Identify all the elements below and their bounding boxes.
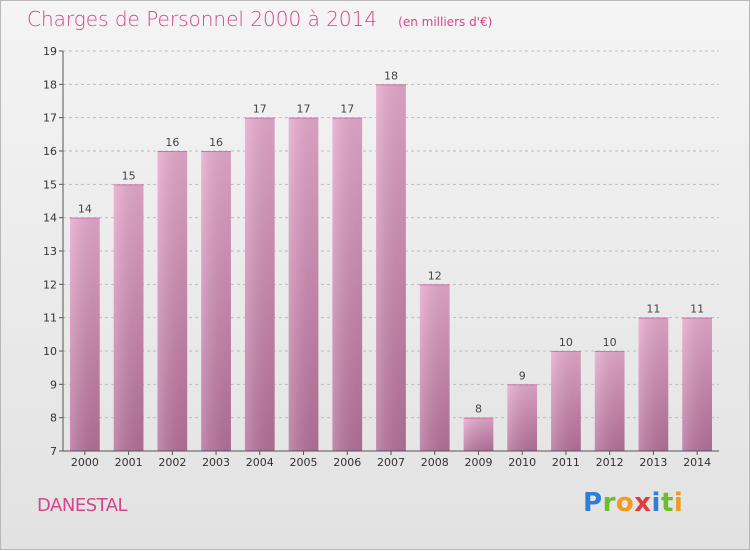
- data-label-2012: 10: [603, 336, 617, 349]
- bar-shade-2001: [113, 184, 144, 452]
- x-tick-label-2011: 2011: [552, 456, 580, 469]
- logo-letter: o: [615, 488, 635, 518]
- y-tick-label: 12: [43, 278, 57, 291]
- x-tick-label-2013: 2013: [639, 456, 667, 469]
- data-label-2010: 9: [519, 369, 526, 382]
- data-label-2013: 11: [646, 303, 660, 316]
- x-tick-label-2005: 2005: [290, 456, 318, 469]
- data-label-2002: 16: [165, 136, 179, 149]
- y-tick-label: 19: [43, 45, 57, 58]
- data-label-2006: 17: [340, 103, 354, 116]
- y-tick-label: 8: [50, 412, 57, 425]
- data-label-2014: 11: [690, 303, 704, 316]
- bar-shade-2002: [157, 151, 188, 451]
- logo-letter: x: [634, 488, 652, 518]
- data-label-2000: 14: [78, 203, 92, 216]
- bar-shade-2010: [507, 384, 538, 451]
- labels: 7 8 9 10 11 12 13 14 15 16 17 18 19 14 2000 15 2001 16 200…: [43, 45, 711, 469]
- y-tick-label: 13: [43, 245, 57, 258]
- bar-shade-2011: [551, 351, 581, 451]
- x-tick-label-2012: 2012: [596, 456, 624, 469]
- y-tick-label: 16: [43, 145, 57, 158]
- logo-letter: i: [673, 488, 684, 518]
- y-tick-label: 11: [43, 312, 57, 325]
- chart-subtitle: (en milliers d'€): [398, 15, 493, 29]
- chart-title: Charges de Personnel 2000 à 2014: [27, 7, 378, 31]
- logo-letter: r: [602, 488, 616, 518]
- bars: [69, 84, 713, 452]
- bar-shade-2013: [638, 317, 669, 451]
- logo-letter: P: [583, 488, 603, 518]
- x-tick-label-2014: 2014: [683, 456, 711, 469]
- y-tick-label: 17: [43, 112, 57, 125]
- bar-shade-2014: [682, 317, 713, 451]
- bar-shade-2005: [288, 117, 319, 452]
- logo-letter: i: [651, 488, 661, 518]
- title-row: Charges de Personnel 2000 à 2014 (en mil…: [27, 7, 492, 31]
- x-tick-label-2003: 2003: [202, 456, 230, 469]
- y-tick-label: 18: [43, 78, 57, 91]
- data-label-2004: 17: [253, 103, 267, 116]
- bar-shade-2008: [419, 284, 450, 451]
- y-tick-label: 9: [50, 378, 57, 391]
- bar-shade-2004: [244, 117, 275, 452]
- y-tick-label: 10: [43, 345, 57, 358]
- bar-shade-2009: [463, 417, 494, 451]
- y-tick-label: 14: [43, 212, 57, 225]
- x-tick-label-2000: 2000: [71, 456, 99, 469]
- data-label-2007: 18: [384, 69, 398, 82]
- bar-shade-2006: [332, 117, 363, 452]
- data-label-2008: 12: [428, 269, 442, 282]
- x-tick-label-2001: 2001: [115, 456, 143, 469]
- bar-shade-2012: [594, 351, 625, 451]
- x-tick-label-2002: 2002: [158, 456, 186, 469]
- x-tick-label-2006: 2006: [333, 456, 361, 469]
- y-tick-label: 7: [50, 445, 57, 458]
- commune-name: DANESTAL: [37, 495, 128, 516]
- data-label-2001: 15: [122, 169, 136, 182]
- x-tick-label-2004: 2004: [246, 456, 274, 469]
- bar-shade-2000: [69, 217, 100, 451]
- x-tick-label-2007: 2007: [377, 456, 405, 469]
- data-label-2003: 16: [209, 136, 223, 149]
- proxiti-logo[interactable]: Proxiti: [583, 488, 683, 518]
- data-label-2011: 10: [559, 336, 573, 349]
- y-tick-label: 15: [43, 178, 57, 191]
- x-tick-label-2008: 2008: [421, 456, 449, 469]
- logo-letter: t: [660, 488, 674, 518]
- data-label-2009: 8: [475, 403, 482, 416]
- x-tick-label-2009: 2009: [464, 456, 492, 469]
- data-label-2005: 17: [297, 103, 311, 116]
- x-tick-label-2010: 2010: [508, 456, 536, 469]
- axes: [59, 50, 719, 455]
- bar-shade-2003: [201, 151, 231, 451]
- bar-shade-2007: [376, 84, 406, 451]
